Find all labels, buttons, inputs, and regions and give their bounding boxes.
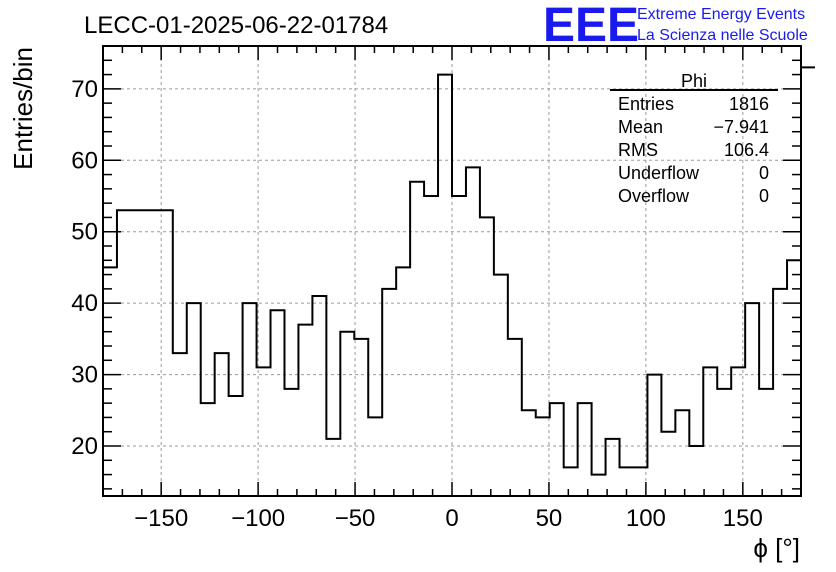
logo-line-1: Extreme Energy Events (637, 6, 805, 23)
stats-value: 1816 (729, 94, 769, 114)
x-tick-label: −50 (335, 505, 376, 532)
y-tick-label: 60 (71, 147, 98, 174)
stats-label: RMS (618, 140, 658, 160)
stats-value: 0 (759, 163, 769, 183)
logo-mark: EEE (543, 0, 639, 52)
stats-label: Overflow (618, 186, 690, 206)
stats-name: Phi (681, 71, 707, 91)
x-tick-label: 150 (723, 505, 763, 532)
y-axis-title: Entries/bin (8, 47, 38, 170)
stats-label: Entries (618, 94, 674, 114)
y-tick-label: 20 (71, 433, 98, 460)
histogram-outline (103, 66, 815, 476)
axis-ticks (102, 46, 802, 496)
stats-box: Phi Entries 1816 Mean −7.941 RMS 106.4 Underfl… (610, 71, 778, 206)
x-tick-labels: −150 −100 −50 0 50 100 150 (134, 505, 763, 532)
x-tick-label: 100 (626, 505, 666, 532)
logo-line-2: La Scienza nelle Scuole (637, 27, 808, 44)
x-tick-label: 0 (445, 505, 458, 532)
stats-label: Underflow (618, 163, 700, 183)
stats-value: −7.941 (713, 117, 769, 137)
y-tick-label: 40 (71, 290, 98, 317)
stats-value: 0 (759, 186, 769, 206)
x-tick-label: −150 (134, 505, 188, 532)
y-tick-label: 30 (71, 362, 98, 389)
eee-logo: EEE Extreme Energy Events La Scienza nel… (543, 0, 808, 52)
x-tick-label: −100 (231, 505, 285, 532)
x-tick-label: 50 (536, 505, 563, 532)
x-axis-title: ϕ [°] (753, 533, 800, 563)
y-tick-labels: 20 30 40 50 60 70 (71, 76, 98, 460)
y-tick-label: 50 (71, 219, 98, 246)
stats-value: 106.4 (724, 140, 769, 160)
y-tick-label: 70 (71, 76, 98, 103)
stats-label: Mean (618, 117, 663, 137)
stats-rows: Entries 1816 Mean −7.941 RMS 106.4 Underflow 0 O… (618, 94, 769, 206)
chart-title: LECC-01-2025-06-22-01784 (84, 12, 388, 39)
